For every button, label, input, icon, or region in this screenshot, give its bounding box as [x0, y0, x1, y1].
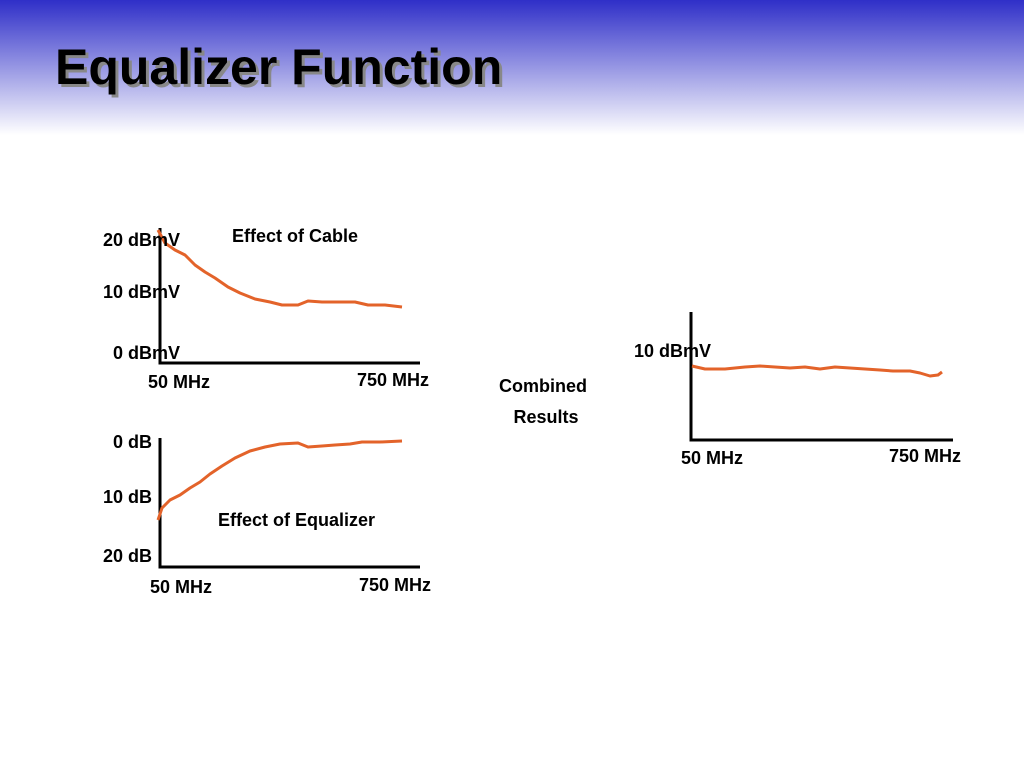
axes: [158, 228, 420, 365]
caption-line: Results: [513, 407, 578, 427]
combined-panel: 10 dBmV 50 MHz 750 MHz: [634, 312, 961, 468]
combined-curve: [691, 364, 943, 378]
caption: Effect of Equalizer: [218, 510, 375, 530]
x-label: 750 MHz: [889, 446, 961, 466]
title: Equalizer Function: [55, 39, 502, 95]
x-label: 50 MHz: [150, 577, 212, 597]
x-label: 50 MHz: [148, 372, 210, 392]
y-label: 10 dBmV: [634, 341, 711, 361]
x-label: 750 MHz: [359, 575, 431, 595]
y-label: 10 dB: [103, 487, 152, 507]
axes: [689, 312, 953, 442]
y-label: 20 dBmV: [103, 230, 180, 250]
equalizer-panel: 0 dB 10 dB 20 dB 50 MHz 750 MHz Effect o…: [103, 432, 431, 597]
cable-panel: 20 dBmV 10 dBmV 0 dBmV 50 MHz 750 MHz Ef…: [103, 226, 429, 392]
x-label: 750 MHz: [357, 370, 429, 390]
y-label: 0 dBmV: [113, 343, 180, 363]
cable-curve: [156, 229, 403, 309]
caption-line: Combined: [499, 376, 587, 396]
title-shadow: Equalizer Function: [58, 42, 505, 98]
axes: [158, 438, 420, 569]
header-band: [0, 0, 1024, 135]
caption: Effect of Cable: [232, 226, 358, 246]
y-label: 10 dBmV: [103, 282, 180, 302]
y-label: 0 dB: [113, 432, 152, 452]
y-label: 20 dB: [103, 546, 152, 566]
x-label: 50 MHz: [681, 448, 743, 468]
equalizer-curve: [156, 439, 403, 521]
